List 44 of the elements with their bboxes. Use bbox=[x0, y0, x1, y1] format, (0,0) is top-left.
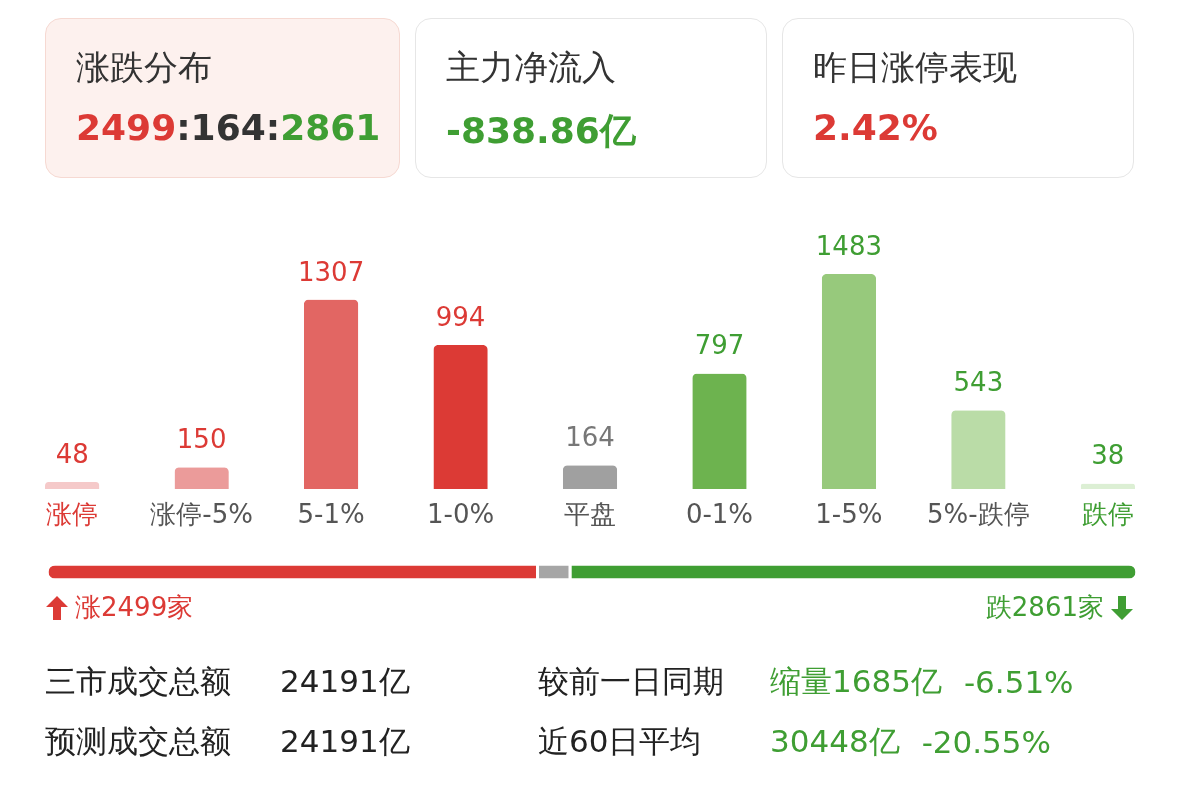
text: 24191亿 bbox=[280, 662, 411, 701]
text: 涨2499家 bbox=[75, 591, 194, 624]
data-label: 1307 bbox=[298, 256, 365, 287]
text: 2.42% bbox=[813, 107, 939, 148]
data-label: 150 bbox=[176, 424, 227, 455]
text: 跌2861家 bbox=[985, 591, 1104, 624]
bar bbox=[562, 465, 618, 489]
x-tick-label: 0-1% bbox=[685, 498, 754, 529]
data-label: 797 bbox=[694, 330, 745, 361]
x-tick-label: 跌停 bbox=[1081, 498, 1134, 529]
x-tick-label: 5-1% bbox=[297, 498, 365, 529]
text: 30448亿 bbox=[770, 722, 900, 761]
text: -838.86亿 bbox=[446, 109, 637, 153]
x-tick-label: 1-0% bbox=[426, 498, 495, 529]
bar bbox=[45, 482, 100, 489]
data-label: 1483 bbox=[815, 231, 882, 261]
text: 近60日平均 bbox=[538, 722, 703, 761]
text: -6.51% bbox=[963, 664, 1074, 700]
x-tick-label: 5%-跌停 bbox=[927, 498, 1030, 529]
text: 昨日涨停表现 bbox=[813, 46, 1018, 89]
bar bbox=[951, 410, 1006, 489]
bar bbox=[433, 344, 488, 489]
data-label: 164 bbox=[565, 422, 615, 453]
text: 较前一日同期 bbox=[538, 662, 725, 701]
x-tick-label: 涨停-5% bbox=[150, 498, 253, 529]
bar bbox=[821, 274, 877, 489]
text: 涨跌分布 bbox=[76, 46, 213, 89]
x-tick-label: 平盘 bbox=[564, 498, 616, 529]
text: 三市成交总额 bbox=[45, 662, 232, 701]
text: 主力净流入 bbox=[446, 46, 617, 89]
data-label: 38 bbox=[1091, 440, 1125, 471]
text: 预测成交总额 bbox=[45, 722, 232, 761]
bar bbox=[174, 467, 229, 489]
bar bbox=[303, 299, 359, 489]
text: -20.55% bbox=[921, 724, 1052, 760]
text: 2499:164:2861 bbox=[76, 107, 381, 148]
data-label: 543 bbox=[953, 367, 1004, 398]
data-label: 48 bbox=[55, 439, 89, 470]
text: 缩量1685亿 bbox=[770, 662, 942, 701]
bar bbox=[692, 373, 747, 489]
text: 24191亿 bbox=[280, 722, 411, 761]
x-tick-label: 1-5% bbox=[815, 498, 883, 529]
x-tick-label: 涨停 bbox=[46, 498, 99, 529]
data-label: 994 bbox=[435, 301, 486, 332]
